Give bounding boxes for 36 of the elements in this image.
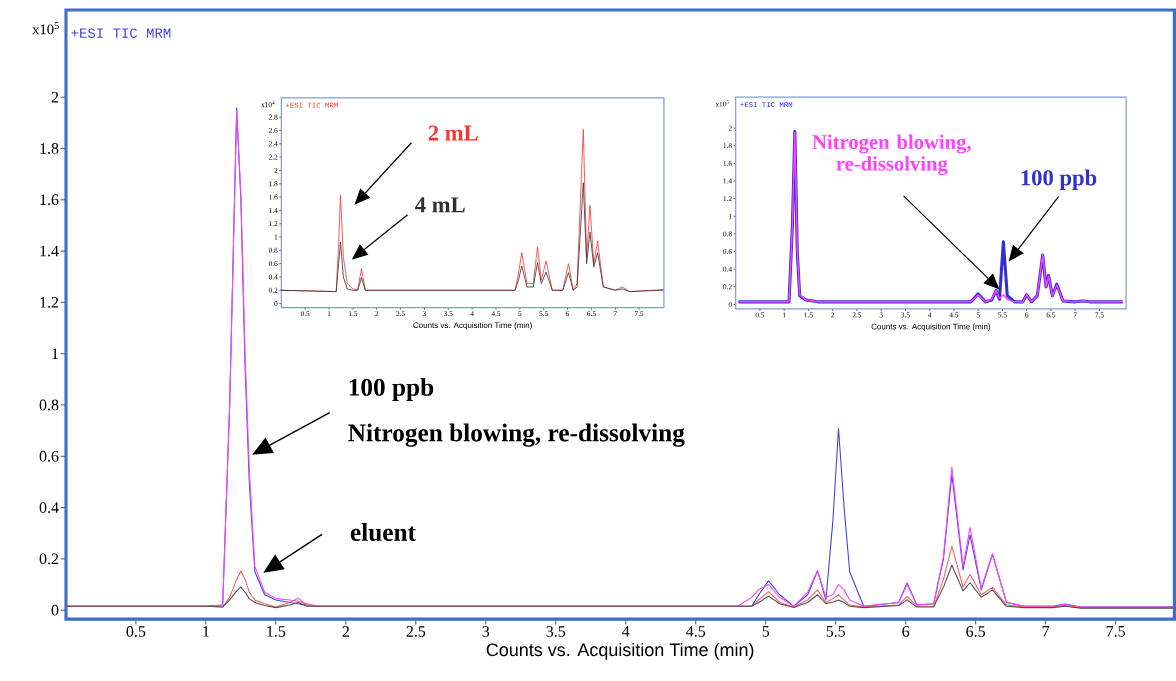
annotation: Nitrogen blowing, re-dissolving [812, 134, 971, 176]
y-axis-title: x10$^{5}$ [32, 22, 59, 35]
x-tick-label: 2 [342, 626, 349, 637]
x-tick-label: 3 [482, 626, 490, 637]
x-tick-label: 6.5 [966, 626, 986, 637]
x-tick-label: 0.5 [126, 626, 146, 637]
annotation: 100 ppb [349, 378, 434, 401]
x-tick-label: 5 [762, 626, 770, 637]
y-tick-label: 1.4 [40, 245, 59, 257]
y-tick-label: 0 [51, 604, 59, 616]
x-tick-label: 6 [902, 626, 910, 637]
annotation: 2 mL [428, 125, 478, 141]
annotation: eluent [350, 523, 416, 541]
y-tick-label: 1.2 [40, 296, 59, 308]
x-tick-label: 7 [1042, 626, 1050, 637]
x-tick-label: 3.5 [546, 626, 566, 637]
x-tick-label: 4 [622, 626, 630, 637]
x-tick-label: 7.5 [1106, 626, 1125, 637]
annotation: Nitrogen blowing, re-dissolving [348, 423, 685, 447]
annotation: +ESI TIC MRM [71, 28, 171, 38]
y-tick-label: 0.8 [39, 399, 59, 411]
y-tick-label: 1.8 [40, 143, 59, 154]
y-tick-label: 1 [52, 348, 59, 359]
y-tick-label: 1.6 [40, 194, 59, 206]
y-tick-label: 0.6 [39, 450, 59, 462]
y-tick-label: 0.4 [39, 502, 59, 513]
x-tick-label: 1.5 [267, 626, 286, 637]
annotation: 4 mL [415, 197, 465, 213]
y-tick-label: 2 [51, 91, 59, 103]
x-tick-label: 2.5 [406, 626, 426, 637]
x-tick-label: 1 [203, 626, 209, 637]
y-tick-label: 0.2 [39, 553, 59, 565]
x-tick-label: 5.5 [826, 626, 846, 637]
x-tick-label: 4.5 [686, 626, 706, 637]
annotation: 100 ppb [1021, 169, 1097, 190]
x-axis-title: Counts vs. Acquisition Time (min) [486, 642, 754, 660]
